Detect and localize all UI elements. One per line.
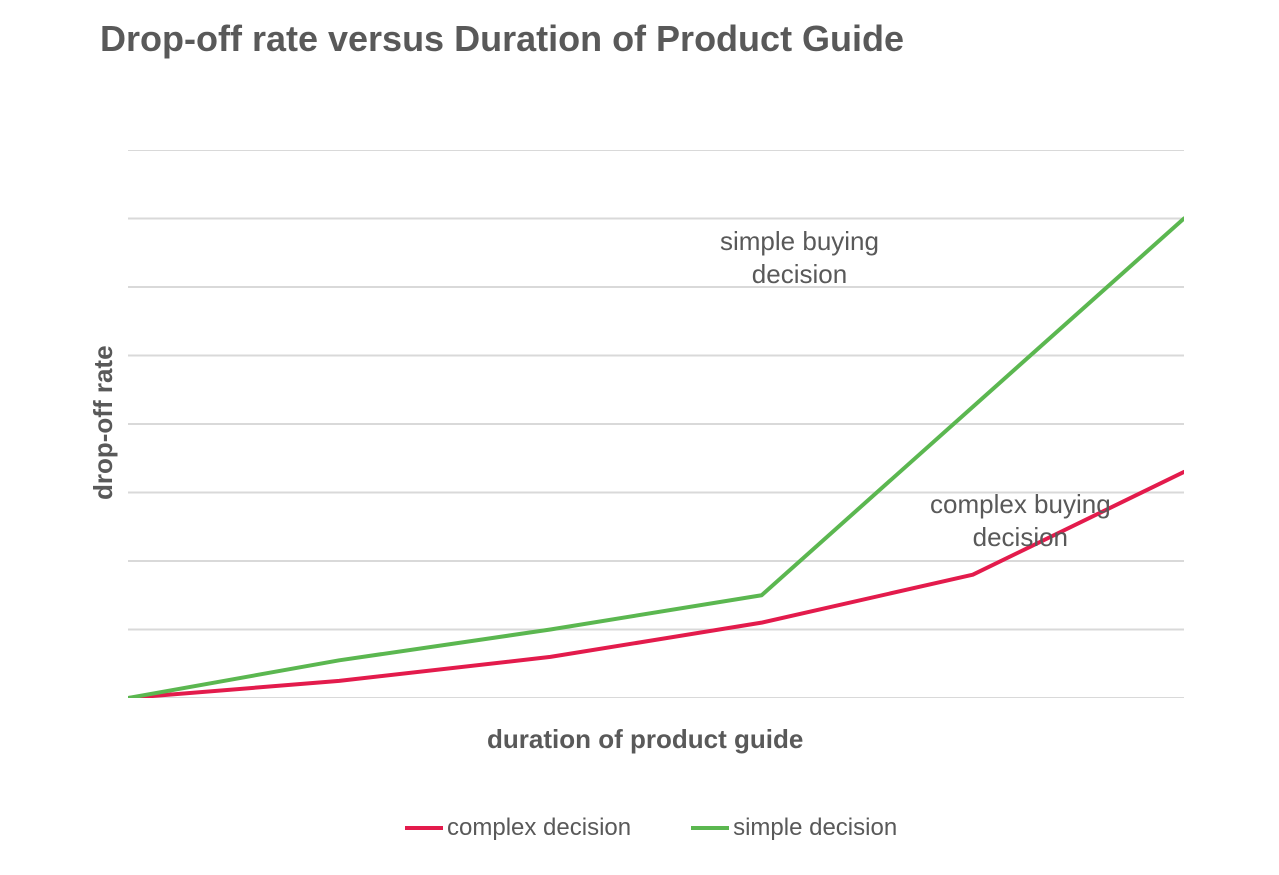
chart-container: Drop-off rate versus Duration of Product… bbox=[0, 0, 1279, 875]
legend-item-complex: complex decision bbox=[405, 814, 631, 842]
legend-label-complex: complex decision bbox=[447, 814, 631, 842]
legend-label-simple: simple decision bbox=[733, 814, 897, 842]
legend-item-simple: simple decision bbox=[691, 814, 897, 842]
annotation-complex: complex buyingdecision bbox=[930, 488, 1111, 553]
annotation-simple: simple buyingdecision bbox=[720, 225, 879, 290]
legend-swatch-complex bbox=[405, 826, 443, 830]
chart-title: Drop-off rate versus Duration of Product… bbox=[100, 18, 904, 60]
y-axis-label: drop-off rate bbox=[88, 345, 119, 500]
legend: complex decision simple decision bbox=[405, 814, 897, 842]
plot-area bbox=[128, 150, 1184, 698]
legend-swatch-simple bbox=[691, 826, 729, 830]
series-line-simple bbox=[128, 219, 1184, 699]
x-axis-label: duration of product guide bbox=[487, 724, 803, 755]
